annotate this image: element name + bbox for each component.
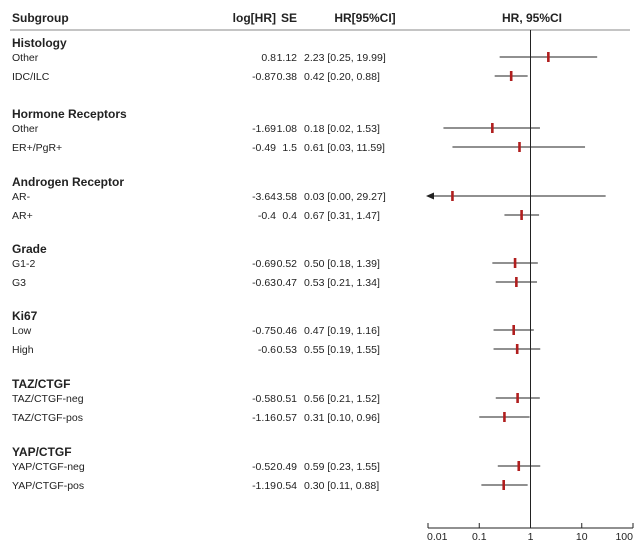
row-label: TAZ/CTGF-pos <box>12 412 83 424</box>
x-tick-label: 0.1 <box>472 531 487 542</box>
row-loghr: -0.63 <box>252 277 276 289</box>
row-label: YAP/CTGF-pos <box>12 480 84 492</box>
x-tick-label: 100 <box>615 531 633 542</box>
point-estimate-marker <box>517 461 521 471</box>
header-loghr: log[HR] <box>233 11 276 25</box>
row-se: 0.46 <box>277 325 298 337</box>
row-label: G3 <box>12 277 26 289</box>
group-title: Hormone Receptors <box>12 107 127 121</box>
header-hrci: HR[95%CI] <box>334 11 395 25</box>
group-title: Grade <box>12 242 47 256</box>
point-estimate-marker <box>451 191 454 201</box>
ci-arrow-left <box>426 192 434 200</box>
point-estimate-marker <box>509 71 513 81</box>
point-estimate-marker <box>515 344 519 354</box>
row-loghr: -0.49 <box>252 142 276 154</box>
row-se: 0.4 <box>282 210 297 222</box>
row-loghr: -0.87 <box>252 71 276 83</box>
header-se: SE <box>281 11 297 25</box>
point-estimate-marker <box>503 412 506 422</box>
point-estimate-marker <box>516 393 519 403</box>
row-loghr: -1.16 <box>252 412 276 424</box>
row-loghr: -3.64 <box>252 191 276 203</box>
point-estimate-marker <box>547 52 550 62</box>
row-se: 1.12 <box>277 52 298 64</box>
point-estimate-marker <box>518 142 521 152</box>
row-hr-ci: 0.18 [0.02, 1.53] <box>304 123 380 135</box>
row-label: YAP/CTGF-neg <box>12 461 85 473</box>
row-se: 0.52 <box>277 258 298 270</box>
point-estimate-marker <box>512 325 515 335</box>
row-loghr: -0.69 <box>252 258 276 270</box>
row-hr-ci: 0.50 [0.18, 1.39] <box>304 258 380 270</box>
row-label: TAZ/CTGF-neg <box>12 393 84 405</box>
row-loghr: -0.52 <box>252 461 276 473</box>
row-hr-ci: 0.47 [0.19, 1.16] <box>304 325 380 337</box>
row-label: IDC/ILC <box>12 71 50 83</box>
row-hr-ci: 0.30 [0.11, 0.88] <box>304 480 379 492</box>
point-estimate-marker <box>520 210 523 220</box>
point-estimate-marker <box>513 258 517 268</box>
row-loghr: -1.19 <box>252 480 276 492</box>
row-hr-ci: 0.59 [0.23, 1.55] <box>304 461 380 473</box>
row-label: ER+/PgR+ <box>12 142 62 154</box>
row-hr-ci: 0.31 [0.10, 0.96] <box>304 412 380 424</box>
group-title: Histology <box>12 36 67 50</box>
row-hr-ci: 2.23 [0.25, 19.99] <box>304 52 386 64</box>
row-se: 0.38 <box>277 71 298 83</box>
row-hr-ci: 0.55 [0.19, 1.55] <box>304 344 380 356</box>
row-se: 3.58 <box>277 191 298 203</box>
row-label: Other <box>12 52 39 64</box>
point-estimate-marker <box>515 277 518 287</box>
point-estimate-marker <box>502 480 506 490</box>
table-rows: Histology Other 0.8 1.12 2.23 [0.25, 19.99] I… <box>12 36 386 492</box>
row-se: 0.51 <box>277 393 298 405</box>
row-hr-ci: 0.61 [0.03, 11.59] <box>304 142 385 154</box>
group-title: TAZ/CTGF <box>12 377 70 391</box>
group-title: Ki67 <box>12 309 38 323</box>
group-title: Androgen Receptor <box>12 175 124 189</box>
header-plot: HR, 95%CI <box>502 11 562 25</box>
row-label: AR+ <box>12 210 33 222</box>
x-tick-label: 0.01 <box>427 531 448 542</box>
x-tick-label: 1 <box>528 531 534 542</box>
row-loghr: -0.4 <box>258 210 276 222</box>
row-label: Low <box>12 325 32 337</box>
row-label: G1-2 <box>12 258 36 270</box>
row-label: Other <box>12 123 39 135</box>
row-hr-ci: 0.67 [0.31, 1.47] <box>304 210 380 222</box>
row-hr-ci: 0.56 [0.21, 1.52] <box>304 393 380 405</box>
row-hr-ci: 0.42 [0.20, 0.88] <box>304 71 380 83</box>
row-hr-ci: 0.03 [0.00, 29.27] <box>304 191 386 203</box>
row-se: 1.5 <box>282 142 297 154</box>
row-loghr: -1.69 <box>252 123 276 135</box>
row-label: AR- <box>12 191 31 203</box>
row-se: 0.47 <box>277 277 298 289</box>
plot-area: 0.01 0.1 1 10 100 <box>426 30 634 542</box>
row-se: 0.54 <box>277 480 298 492</box>
row-loghr: 0.8 <box>261 52 276 64</box>
point-estimate-marker <box>491 123 494 133</box>
row-loghr: -0.6 <box>258 344 276 356</box>
row-label: High <box>12 344 34 356</box>
row-se: 1.08 <box>277 123 298 135</box>
row-hr-ci: 0.53 [0.21, 1.34] <box>304 277 380 289</box>
row-se: 0.53 <box>277 344 298 356</box>
group-title: YAP/CTGF <box>12 445 72 459</box>
row-se: 0.49 <box>277 461 298 473</box>
header-subgroup: Subgroup <box>12 11 69 25</box>
row-se: 0.57 <box>277 412 298 424</box>
row-loghr: -0.75 <box>252 325 276 337</box>
x-tick-label: 10 <box>576 531 588 542</box>
row-loghr: -0.58 <box>252 393 276 405</box>
